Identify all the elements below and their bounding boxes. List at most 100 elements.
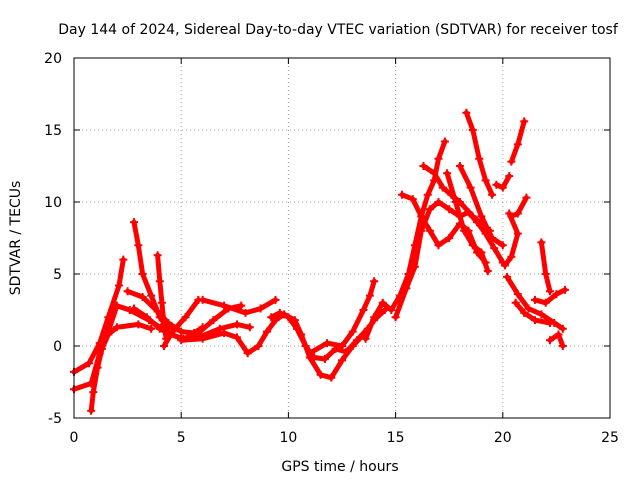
data-point-marker — [177, 327, 186, 336]
data-point-marker — [254, 342, 263, 350]
data-point-marker — [445, 234, 454, 242]
y-tick-label: 15 — [44, 123, 62, 139]
data-point-marker — [477, 212, 486, 221]
data-point-marker — [256, 304, 265, 313]
data-point-marker — [541, 298, 550, 307]
data-point-marker — [142, 313, 151, 322]
data-point-marker — [507, 252, 516, 261]
data-point-marker — [434, 154, 443, 163]
data-point-marker — [361, 334, 370, 343]
chart-title: Day 144 of 2024, Sidereal Day-to-day VTE… — [58, 22, 619, 38]
data-point-marker — [104, 330, 113, 339]
data-point-marker — [232, 333, 241, 342]
data-point-marker — [417, 226, 426, 235]
data-point-marker — [271, 295, 280, 304]
data-point-marker — [440, 137, 449, 146]
data-point-marker — [194, 329, 203, 338]
data-point-marker — [438, 183, 447, 192]
data-point-marker — [267, 313, 276, 322]
y-tick-label: 0 — [53, 339, 62, 355]
data-point-marker — [507, 157, 516, 166]
data-point-marker — [468, 126, 477, 134]
data-point-marker — [327, 373, 336, 382]
data-point-marker — [468, 212, 477, 221]
data-point-marker — [503, 272, 512, 281]
data-point-marker — [262, 327, 271, 336]
x-axis-label: GPS time / hours — [281, 459, 398, 475]
data-point-marker — [545, 287, 554, 296]
data-point-marker — [310, 353, 319, 362]
data-point-marker — [134, 241, 143, 250]
x-tick-label: 25 — [601, 430, 619, 446]
data-point-marker — [348, 327, 357, 336]
data-point-marker — [112, 301, 121, 310]
series-track-q — [444, 170, 491, 274]
data-point-marker — [462, 108, 471, 117]
data-point-marker — [483, 267, 492, 276]
data-point-marker — [410, 262, 419, 271]
data-point-marker — [477, 248, 486, 257]
data-point-marker — [520, 117, 529, 126]
tick-layer: 0 5 10 15 20 25 -5 0 5 10 15 20 — [44, 51, 619, 446]
data-point-marker — [423, 190, 432, 199]
data-point-marker — [451, 198, 460, 206]
data-point-marker — [507, 212, 516, 221]
data-point-marker — [488, 190, 497, 199]
data-point-marker — [181, 313, 190, 322]
data-point-marker — [513, 140, 522, 149]
data-point-marker — [492, 180, 501, 189]
data-point-marker — [215, 324, 224, 333]
data-point-marker — [147, 291, 156, 300]
y-tick-label: 5 — [53, 267, 62, 283]
data-point-marker — [138, 293, 147, 302]
plot-frame — [73, 57, 611, 419]
data-point-marker — [284, 313, 293, 322]
data-point-marker — [237, 301, 246, 310]
x-tick-label: 15 — [387, 430, 405, 446]
data-point-marker — [468, 241, 477, 250]
data-point-marker — [522, 193, 531, 202]
data-point-marker — [530, 316, 539, 325]
y-axis-label: SDTVAR / TECUs — [8, 181, 24, 296]
data-point-marker — [560, 285, 569, 294]
data-point-marker — [541, 270, 550, 278]
data-point-marker — [220, 301, 229, 310]
data-point-marker — [130, 304, 139, 313]
data-point-marker — [552, 290, 561, 299]
data-point-marker — [460, 226, 469, 235]
data-point-marker — [387, 306, 396, 314]
data-point-marker — [87, 406, 96, 415]
data-point-marker — [147, 324, 156, 333]
data-point-marker — [370, 313, 379, 322]
data-point-marker — [245, 323, 254, 332]
data-point-marker — [537, 238, 546, 247]
data-point-marker — [537, 310, 546, 319]
data-point-marker — [417, 212, 426, 221]
data-point-marker — [130, 218, 139, 227]
y-tick-label: -5 — [48, 411, 62, 427]
data-point-marker — [443, 169, 452, 178]
data-point-marker — [545, 318, 554, 327]
data-point-marker — [408, 195, 417, 204]
data-point-marker — [338, 356, 346, 365]
data-point-marker — [301, 342, 310, 350]
x-tick-label: 20 — [494, 430, 512, 446]
data-point-marker — [500, 261, 509, 270]
data-point-marker — [316, 370, 325, 379]
x-tick-label: 5 — [177, 430, 186, 446]
data-point-marker — [370, 277, 379, 286]
data-point-marker — [475, 154, 484, 163]
data-point-marker — [160, 320, 169, 329]
data-point-marker — [513, 229, 522, 238]
data-point-marker — [338, 342, 346, 350]
data-point-marker — [398, 190, 407, 199]
data-point-marker — [305, 349, 314, 358]
data-point-marker — [419, 162, 428, 170]
data-point-marker — [85, 359, 94, 368]
x-tick-label: 10 — [279, 430, 297, 446]
data-point-marker — [243, 349, 252, 358]
data-point-marker — [554, 330, 563, 339]
data-point-marker — [558, 342, 567, 350]
data-point-marker — [232, 320, 241, 329]
